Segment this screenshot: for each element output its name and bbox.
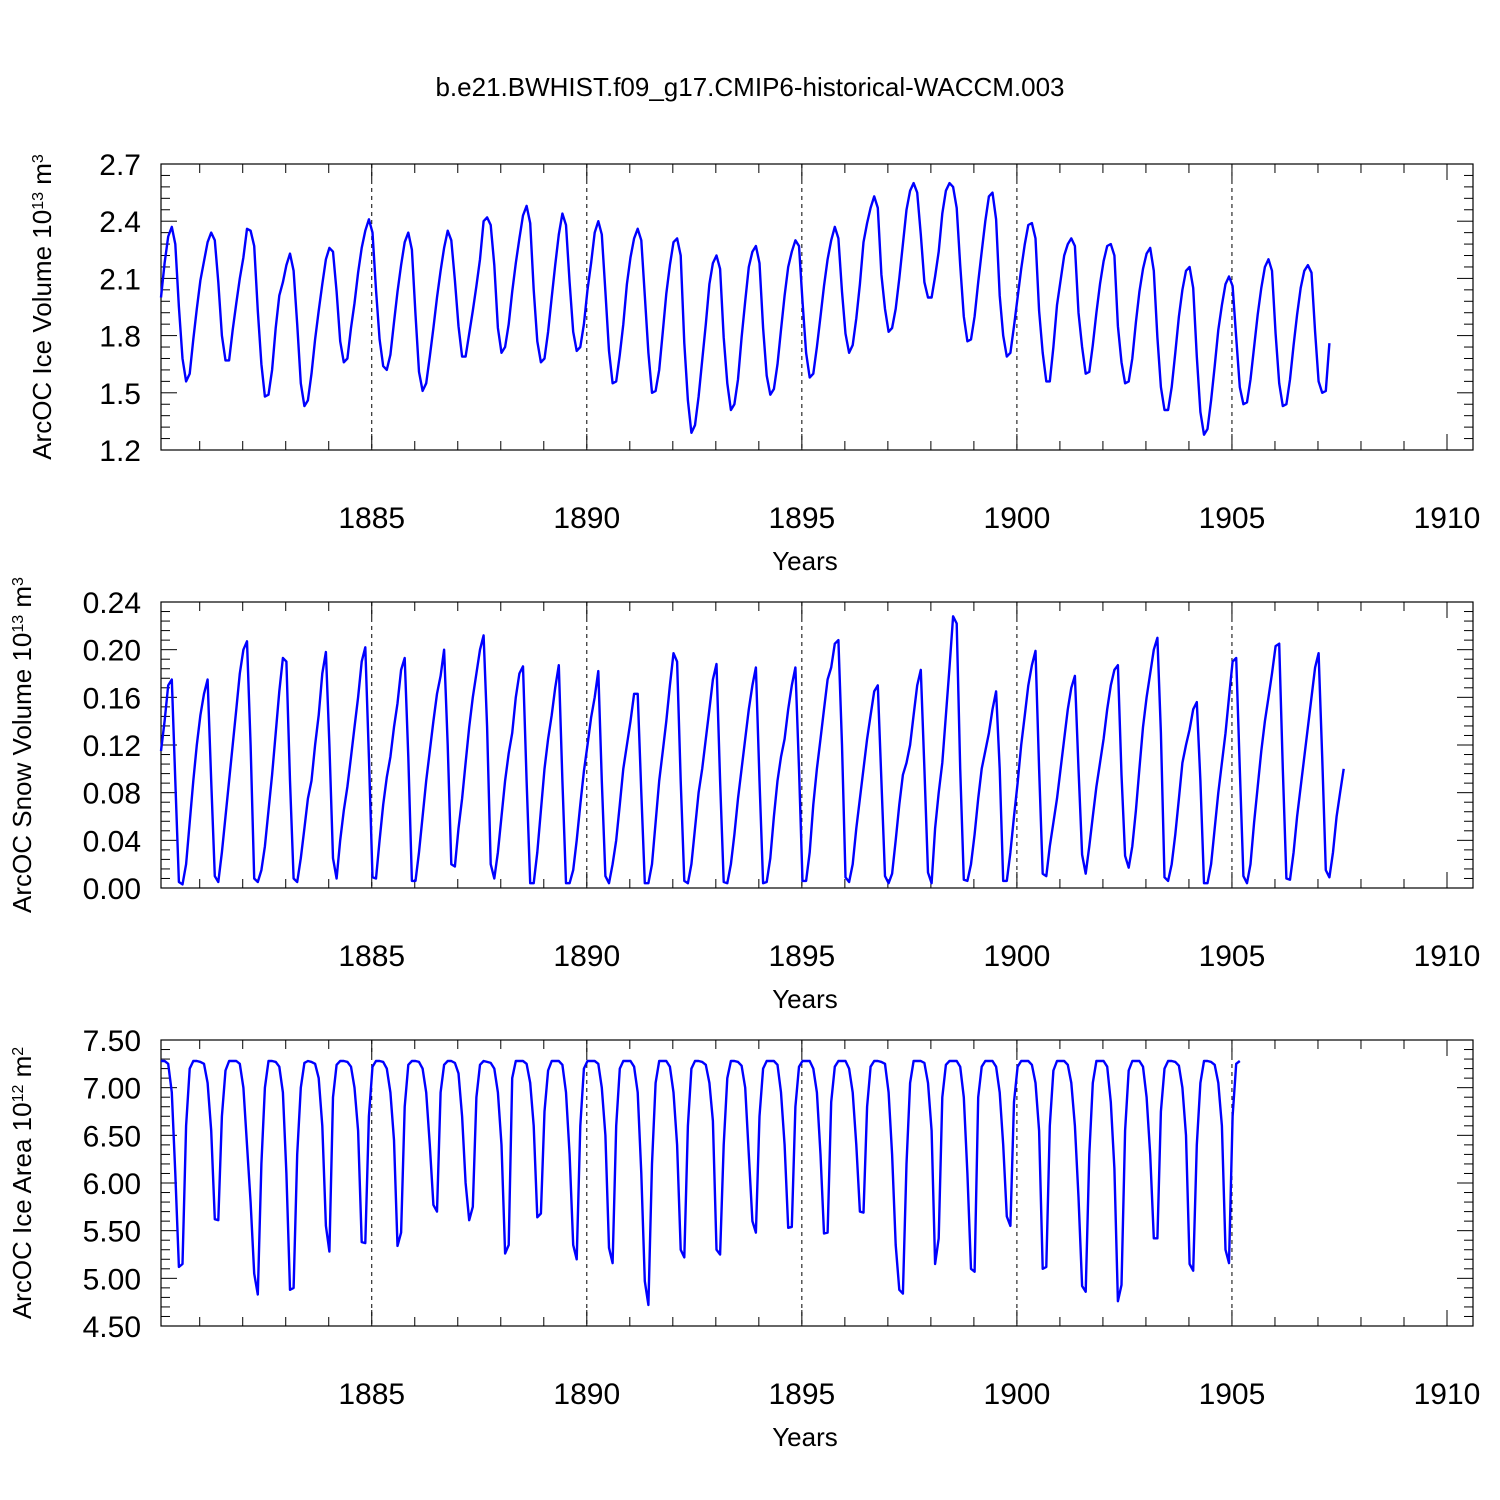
y-axis-label-exponent: 13: [10, 615, 27, 633]
y-axis-label: ArcOC Ice Area 1012 m2: [7, 1047, 37, 1319]
y-tick-label: 5.50: [83, 1216, 141, 1249]
x-tick-label: 1885: [338, 1378, 405, 1411]
y-tick-label: 0.12: [83, 730, 141, 763]
y-tick-label: 0.04: [83, 825, 141, 858]
y-axis-label-part: m: [27, 163, 57, 192]
x-tick-label: 1905: [1199, 502, 1266, 535]
x-tick-label: 1900: [984, 502, 1051, 535]
y-tick-label: 1.8: [99, 321, 141, 354]
y-tick-label: 5.00: [83, 1263, 141, 1296]
x-axis-label: Years: [772, 984, 838, 1014]
y-axis-label-part: ArcOC Snow Volume 10: [7, 633, 37, 913]
y-tick-label: 2.7: [99, 149, 141, 182]
y-tick-label: 0.24: [83, 587, 141, 620]
plot-frame: [160, 1039, 1474, 1327]
ice-volume-series-line: [159, 181, 1331, 436]
x-tick-label: 1905: [1199, 1378, 1266, 1411]
y-tick-label: 2.4: [99, 206, 141, 239]
snow-volume-series-line: [159, 615, 1345, 886]
ice-area-series-line: [161, 1059, 1241, 1307]
y-axis-label-part: ArcOC Ice Volume 10: [27, 210, 57, 460]
y-tick-label: 1.5: [99, 378, 141, 411]
x-tick-label: 1895: [768, 502, 835, 535]
y-tick-label: 7.50: [83, 1025, 141, 1058]
x-tick-label: 1900: [984, 940, 1051, 973]
y-tick-label: 0.16: [83, 682, 141, 715]
x-tick-label: 1890: [553, 940, 620, 973]
x-tick-label: 1910: [1414, 502, 1481, 535]
y-tick-label: 0.20: [83, 635, 141, 668]
y-axis-label-exponent: 12: [10, 1085, 27, 1103]
x-tick-label: 1910: [1414, 940, 1481, 973]
x-tick-label: 1905: [1199, 940, 1266, 973]
y-tick-label: 7.00: [83, 1073, 141, 1106]
x-axis-label: Years: [772, 546, 838, 576]
y-axis-label-exponent: 13: [30, 192, 47, 210]
x-tick-label: 1895: [768, 1378, 835, 1411]
y-axis-label-part: m: [7, 1056, 37, 1085]
x-tick-label: 1910: [1414, 1378, 1481, 1411]
panel-ice-area: 4.50 5.00 5.50 6.00 6.50 7.00 7.50 1885 1890 1895…: [7, 1025, 1480, 1452]
y-axis-label: ArcOC Snow Volume 1013 m3: [7, 577, 37, 913]
y-tick-label: 4.50: [83, 1311, 141, 1344]
y-axis-label-part: ArcOC Ice Area 10: [7, 1102, 37, 1319]
x-tick-label: 1885: [338, 502, 405, 535]
panel-ice-volume: 1.2 1.5 1.8 2.1 2.4 2.7 1885 1890 1895 1900 1905 19…: [27, 149, 1480, 576]
y-tick-label: 0.00: [83, 873, 141, 906]
x-tick-label: 1895: [768, 940, 835, 973]
x-tick-label: 1885: [338, 940, 405, 973]
y-axis-label-exponent: 3: [10, 577, 27, 586]
y-tick-label: 0.08: [83, 778, 141, 811]
figure-title: b.e21.BWHIST.f09_g17.CMIP6-historical-WA…: [435, 72, 1064, 102]
y-axis-label-part: m: [7, 586, 37, 615]
x-axis-label: Years: [772, 1422, 838, 1452]
y-tick-label: 1.2: [99, 435, 141, 468]
plot-frame: [160, 163, 1474, 451]
x-tick-label: 1890: [553, 1378, 620, 1411]
y-tick-label: 6.50: [83, 1120, 141, 1153]
panel-snow-volume: 0.00 0.04 0.08 0.12 0.16 0.20 0.24 1885 1890 1895…: [7, 577, 1480, 1014]
y-tick-label: 6.00: [83, 1168, 141, 1201]
y-tick-label: 2.1: [99, 263, 141, 296]
y-axis-label-exponent: 3: [30, 154, 47, 163]
y-axis-label-exponent: 2: [10, 1047, 27, 1056]
x-tick-label: 1900: [984, 1378, 1051, 1411]
y-axis-label: ArcOC Ice Volume 1013 m3: [27, 154, 57, 460]
x-tick-label: 1890: [553, 502, 620, 535]
